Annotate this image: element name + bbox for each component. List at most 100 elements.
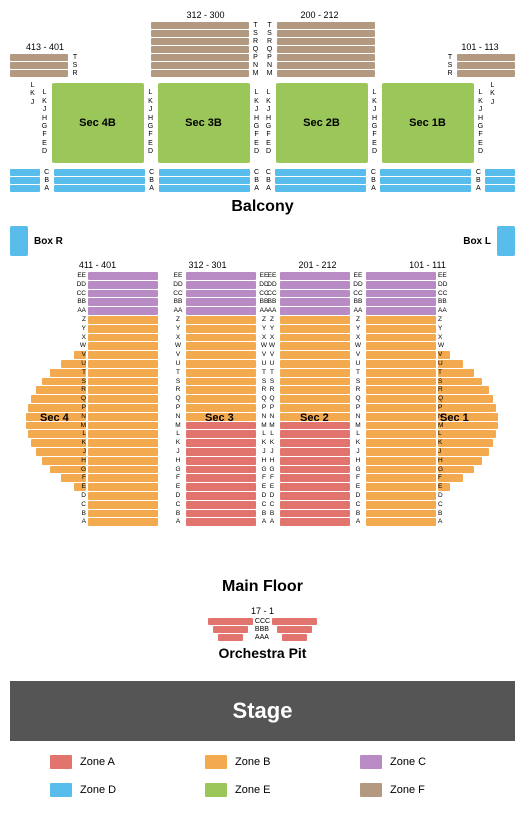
seat-row[interactable] (88, 474, 158, 482)
seat-row[interactable] (272, 618, 317, 625)
seat-row[interactable] (380, 185, 471, 192)
seat-row[interactable] (366, 474, 436, 482)
seat-row[interactable] (186, 307, 256, 315)
seat-row[interactable] (10, 169, 40, 176)
seat-row[interactable] (88, 430, 158, 438)
seat-row[interactable] (366, 351, 436, 359)
seat-row[interactable] (88, 518, 158, 526)
seat-row[interactable] (275, 169, 366, 176)
seat-row[interactable] (159, 185, 250, 192)
seat-row[interactable] (366, 307, 436, 315)
seat-row[interactable] (277, 30, 375, 37)
seat-row[interactable] (88, 272, 158, 280)
seat-row[interactable] (457, 54, 515, 61)
seat-row[interactable] (280, 448, 350, 456)
seat-row[interactable] (275, 177, 366, 184)
seat-row[interactable] (186, 369, 256, 377)
seat-row[interactable] (380, 177, 471, 184)
seat-row[interactable] (280, 369, 350, 377)
seat-row[interactable] (280, 404, 350, 412)
seat-row[interactable] (280, 474, 350, 482)
seat-row[interactable] (277, 22, 375, 29)
seat-row[interactable] (88, 281, 158, 289)
seat-row[interactable] (208, 618, 253, 625)
seat-row[interactable] (88, 404, 158, 412)
seat-row[interactable] (88, 325, 158, 333)
seat-row[interactable] (485, 169, 515, 176)
seat-row[interactable] (88, 369, 158, 377)
seat-row[interactable] (280, 378, 350, 386)
seat-row[interactable] (380, 169, 471, 176)
seat-row[interactable] (159, 177, 250, 184)
seat-row[interactable] (366, 439, 436, 447)
seat-row[interactable] (10, 177, 40, 184)
seat-row[interactable] (186, 483, 256, 491)
seat-row[interactable] (366, 386, 436, 394)
seat-row[interactable] (280, 395, 350, 403)
seat-row[interactable] (88, 466, 158, 474)
seat-row[interactable] (186, 430, 256, 438)
section-2b[interactable]: Sec 2B (276, 83, 368, 163)
seat-row[interactable] (186, 378, 256, 386)
seat-row[interactable] (366, 518, 436, 526)
seat-row[interactable] (280, 281, 350, 289)
seat-row[interactable] (88, 439, 158, 447)
seat-row[interactable] (366, 290, 436, 298)
seat-row[interactable] (280, 334, 350, 342)
seat-row[interactable] (54, 169, 145, 176)
seat-row[interactable] (366, 334, 436, 342)
seat-row[interactable] (88, 307, 158, 315)
seat-row[interactable] (10, 62, 68, 69)
seat-row[interactable] (457, 70, 515, 77)
seat-row[interactable] (151, 22, 249, 29)
seat-row[interactable] (366, 422, 436, 430)
seat-row[interactable] (366, 316, 436, 324)
seat-row[interactable] (280, 298, 350, 306)
seat-row[interactable] (277, 626, 312, 633)
seat-row[interactable] (10, 70, 68, 77)
seat-row[interactable] (366, 378, 436, 386)
seat-row[interactable] (151, 70, 249, 77)
seat-row[interactable] (151, 62, 249, 69)
seat-row[interactable] (54, 185, 145, 192)
seat-row[interactable] (10, 54, 68, 61)
seat-row[interactable] (366, 483, 436, 491)
seat-row[interactable] (366, 360, 436, 368)
seat-row[interactable] (280, 316, 350, 324)
section-3b[interactable]: Sec 3B (158, 83, 250, 163)
seat-row[interactable] (280, 501, 350, 509)
seat-row[interactable] (457, 62, 515, 69)
seat-row[interactable] (366, 466, 436, 474)
seat-row[interactable] (88, 457, 158, 465)
seat-row[interactable] (186, 386, 256, 394)
seat-row[interactable] (280, 342, 350, 350)
seat-row[interactable] (88, 378, 158, 386)
seat-row[interactable] (277, 70, 375, 77)
seat-row[interactable] (275, 185, 366, 192)
seat-row[interactable] (280, 386, 350, 394)
seat-row[interactable] (366, 281, 436, 289)
seat-row[interactable] (280, 325, 350, 333)
seat-row[interactable] (366, 342, 436, 350)
seat-row[interactable] (10, 185, 40, 192)
seat-row[interactable] (151, 38, 249, 45)
seat-row[interactable] (280, 439, 350, 447)
section-4b[interactable]: Sec 4B (52, 83, 144, 163)
seat-row[interactable] (186, 351, 256, 359)
seat-row[interactable] (88, 360, 158, 368)
seat-row[interactable] (88, 351, 158, 359)
seat-row[interactable] (186, 448, 256, 456)
seat-row[interactable] (280, 466, 350, 474)
seat-row[interactable] (151, 54, 249, 61)
seat-row[interactable] (88, 501, 158, 509)
seat-row[interactable] (186, 518, 256, 526)
seat-row[interactable] (88, 395, 158, 403)
seat-row[interactable] (186, 334, 256, 342)
seat-row[interactable] (186, 342, 256, 350)
seat-row[interactable] (186, 298, 256, 306)
seat-row[interactable] (280, 492, 350, 500)
seat-row[interactable] (280, 510, 350, 518)
seat-row[interactable] (159, 169, 250, 176)
seat-row[interactable] (280, 483, 350, 491)
seat-row[interactable] (280, 457, 350, 465)
